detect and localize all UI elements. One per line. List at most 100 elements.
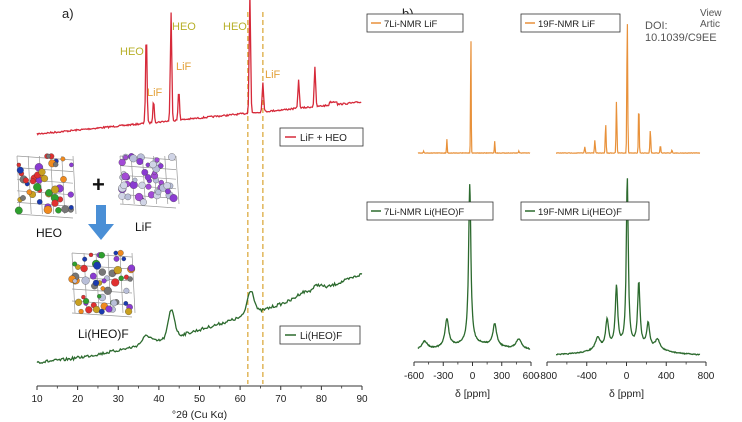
- nmr-x-axis-title: δ [ppm]: [455, 388, 490, 400]
- xrd-tick-label: 80: [316, 394, 328, 405]
- atom: [127, 264, 136, 272]
- legend-li-heo-f: Li(HEO)F: [279, 325, 361, 345]
- atom: [155, 189, 162, 196]
- atom: [72, 278, 78, 284]
- atom: [163, 182, 171, 190]
- doi-text: DOI: 10.1039/C9EE: [645, 20, 717, 44]
- atom: [82, 256, 88, 262]
- legend-text-li-heo-f: Li(HEO)F: [300, 331, 342, 342]
- atom: [121, 256, 127, 262]
- atom: [120, 181, 128, 189]
- nmr-tick-label: 0: [624, 371, 630, 382]
- schematic-label-lif: LiF: [135, 220, 152, 234]
- nmr-line-19f-lif: [556, 24, 701, 154]
- nmr-tick-label: -800: [537, 371, 557, 382]
- atom: [60, 176, 67, 183]
- atom: [139, 198, 147, 206]
- atom: [85, 306, 93, 314]
- xrd-tick-label: 50: [194, 394, 206, 405]
- atom: [110, 299, 118, 307]
- xrd-tick-label: 30: [113, 394, 125, 405]
- atom: [98, 251, 105, 259]
- atom: [154, 157, 160, 163]
- atom: [89, 272, 97, 280]
- xrd-tick-label: 10: [31, 394, 43, 405]
- atom: [72, 261, 78, 267]
- atom: [83, 298, 90, 305]
- schematic-label-heo: HEO: [36, 226, 62, 240]
- xrd-line-li-heo-f: [36, 273, 363, 365]
- atom: [105, 305, 113, 313]
- atom: [55, 207, 62, 214]
- atom: [67, 191, 74, 198]
- nmr-tick-label: 0: [470, 371, 476, 382]
- atom: [98, 268, 106, 276]
- legend-7li-lif: 7Li-NMR LiF: [366, 13, 464, 33]
- atom: [88, 252, 94, 258]
- atom: [158, 163, 164, 169]
- legend-text-7li-li-heo-f: 7Li-NMR Li(HEO)F: [384, 207, 464, 218]
- atom: [26, 189, 33, 195]
- atom: [51, 199, 59, 207]
- nmr-tick-label: -400: [577, 371, 597, 382]
- schematic-plus: +: [92, 172, 105, 197]
- xrd-tick-label: 70: [275, 394, 287, 405]
- atom: [111, 278, 120, 287]
- atom: [40, 174, 49, 183]
- peak-label: LiF: [265, 69, 281, 81]
- peak-label: HEO: [120, 46, 144, 58]
- atom: [16, 166, 24, 174]
- atom: [138, 181, 146, 189]
- legend-text-19f-li-heo-f: 19F-NMR Li(HEO)F: [538, 207, 622, 218]
- atom: [36, 199, 43, 205]
- reaction-arrow: [88, 205, 114, 240]
- atom: [127, 276, 133, 282]
- xrd-tick-label: 20: [72, 394, 84, 405]
- atom: [60, 156, 66, 162]
- atom: [81, 294, 86, 300]
- atom: [75, 298, 83, 306]
- atom: [124, 193, 132, 201]
- view-article-text: View Artic: [700, 8, 722, 30]
- atom: [132, 177, 138, 183]
- atom: [68, 205, 74, 210]
- legend-text-lif-heo: LiF + HEO: [300, 133, 347, 144]
- xrd-tick-label: 40: [153, 394, 165, 405]
- atom: [97, 294, 102, 299]
- atom: [14, 206, 23, 215]
- atom: [113, 250, 119, 256]
- atom: [123, 154, 129, 160]
- nmr-line-7li-li-heo-f: [417, 184, 531, 350]
- xrd-dashed-lines: [247, 12, 264, 384]
- atom: [46, 153, 51, 159]
- atom: [149, 160, 157, 169]
- peak-label: LiF: [176, 61, 192, 73]
- atom: [125, 307, 133, 316]
- atom: [45, 189, 53, 197]
- atom: [145, 183, 152, 190]
- atom: [145, 162, 151, 168]
- atom: [129, 180, 138, 189]
- atom: [136, 158, 144, 165]
- nmr-x-axis-title: δ [ppm]: [609, 388, 644, 400]
- atom: [121, 172, 130, 181]
- nmr-axes: -600 -300 0 300 600 δ [ppm] -800 -400 0 400 800 δ […: [404, 361, 715, 400]
- atom: [53, 161, 59, 168]
- atom: [165, 188, 171, 195]
- atom: [69, 162, 74, 168]
- atom: [51, 185, 60, 194]
- crystal-structure-schematic: [14, 153, 180, 318]
- atom: [29, 178, 36, 185]
- atom: [141, 169, 149, 176]
- xrd-tick-label: 60: [235, 394, 247, 405]
- atom: [81, 276, 90, 285]
- legend-text-19f-lif: 19F-NMR LiF: [538, 19, 595, 30]
- panel-a-label: a): [62, 6, 74, 21]
- peak-label: LiF: [147, 87, 163, 99]
- legend-text-7li-lif: 7Li-NMR LiF: [384, 19, 438, 30]
- atom: [92, 305, 101, 314]
- nmr-tick-label: 400: [658, 371, 675, 382]
- atom: [98, 308, 105, 315]
- atom: [169, 194, 178, 203]
